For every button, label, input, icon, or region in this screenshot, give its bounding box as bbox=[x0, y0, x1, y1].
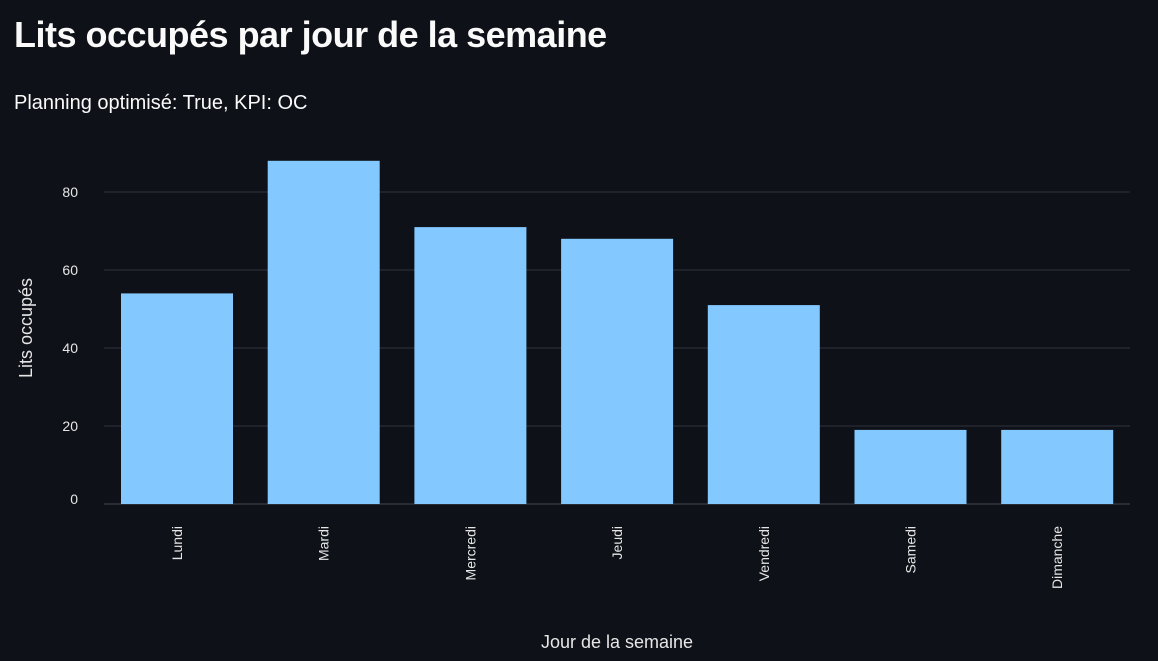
bar-dimanche bbox=[1001, 429, 1114, 504]
y-tick-label: 60 bbox=[62, 262, 78, 278]
page-title: Lits occupés par jour de la semaine bbox=[14, 14, 607, 55]
bar-vendredi bbox=[707, 305, 820, 504]
x-axis-title: Jour de la semaine bbox=[541, 632, 693, 652]
bar-samedi bbox=[854, 429, 967, 504]
bar-mercredi bbox=[414, 227, 527, 504]
x-tick-label-vendredi: Vendredi bbox=[756, 526, 772, 581]
y-tick-label: 80 bbox=[62, 184, 78, 200]
bar-lundi bbox=[121, 293, 233, 504]
x-tick-labels: Lundi Mardi Mercredi Jeudi Vendredi Samedi Dim… bbox=[169, 526, 1065, 589]
bar-mardi bbox=[267, 160, 380, 505]
bars bbox=[121, 160, 1114, 505]
y-tick-label: 40 bbox=[62, 340, 78, 356]
y-axis-title: Lits occupés bbox=[16, 278, 36, 378]
y-tick-label: 0 bbox=[70, 491, 78, 507]
page-subtitle: Planning optimisé: True, KPI: OC bbox=[14, 92, 308, 114]
bar-jeudi bbox=[561, 238, 674, 505]
x-tick-label-dimanche: Dimanche bbox=[1049, 526, 1065, 589]
y-tick-labels: 0 20 40 60 80 bbox=[62, 184, 78, 507]
x-tick-label-jeudi: Jeudi bbox=[609, 526, 625, 559]
x-tick-label-mardi: Mardi bbox=[316, 526, 332, 561]
x-tick-label-mercredi: Mercredi bbox=[462, 526, 478, 580]
y-tick-label: 20 bbox=[62, 418, 78, 434]
x-tick-label-samedi: Samedi bbox=[903, 526, 919, 573]
x-tick-label-lundi: Lundi bbox=[169, 526, 185, 560]
